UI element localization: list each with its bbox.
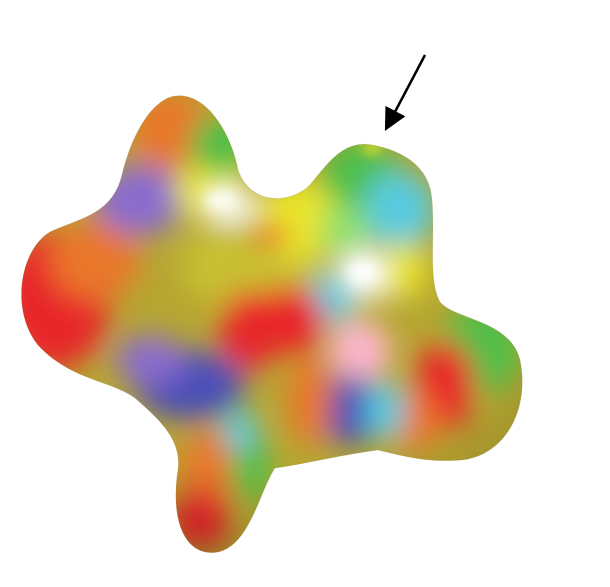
pointer-arrow-icon	[384, 54, 427, 131]
